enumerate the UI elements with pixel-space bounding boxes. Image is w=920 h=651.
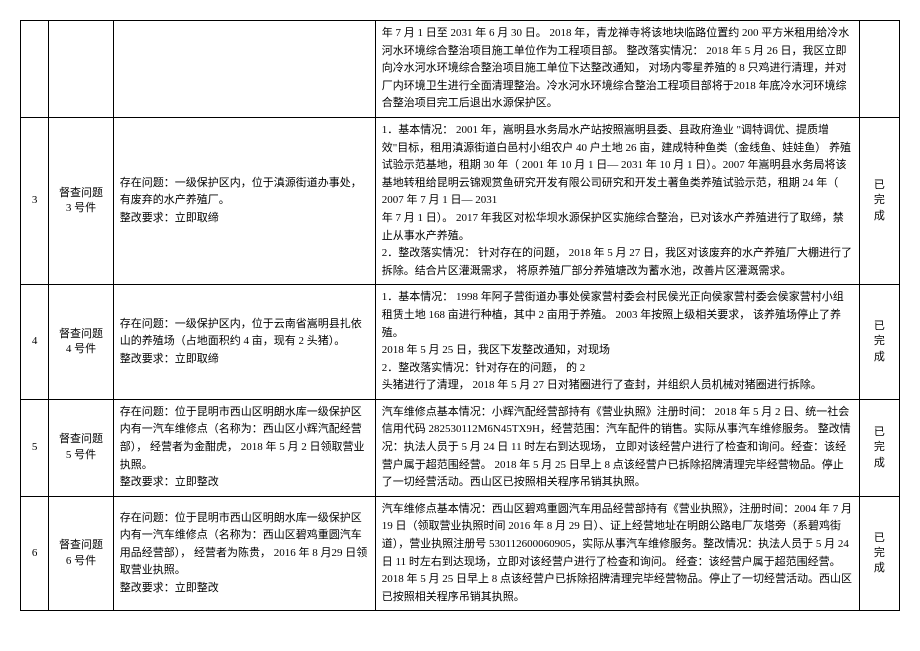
- case-label: 督查问题3 号件: [49, 117, 114, 284]
- case-label-text: 督查问题6 号件: [55, 538, 107, 569]
- detail-cell: 年 7 月 1 日至 2031 年 6 月 30 日。 2018 年，青龙禅寺将…: [375, 21, 859, 118]
- case-label-text: 督查问题5 号件: [55, 432, 107, 463]
- issue-cell: [113, 21, 375, 118]
- table-row: 4督查问题4 号件存在问题：一级保护区内，位于云南省嵩明县扎依山的养殖场（占地面…: [21, 285, 900, 400]
- case-label: 督查问题6 号件: [49, 496, 114, 611]
- status-cell: [859, 21, 899, 118]
- status-text: 已完成: [866, 178, 893, 224]
- row-index: 3: [21, 117, 49, 284]
- case-label-text: 督查问题3 号件: [55, 186, 107, 217]
- issue-cell: 存在问题：位于昆明市西山区明朗水库一级保护区内有一汽车维修点（名称为：西山区小辉…: [113, 399, 375, 496]
- table-row: 6督查问题6 号件存在问题：位于昆明市西山区明朗水库一级保护区内有一汽车维修点（…: [21, 496, 900, 611]
- status-cell: 已完成: [859, 285, 899, 400]
- table-row: 3督查问题3 号件存在问题：一级保护区内，位于滇源街道办事处，有废弃的水产养殖厂…: [21, 117, 900, 284]
- status-cell: 已完成: [859, 117, 899, 284]
- row-index: 6: [21, 496, 49, 611]
- status-cell: 已完成: [859, 399, 899, 496]
- row-index: 4: [21, 285, 49, 400]
- inspection-table: 年 7 月 1 日至 2031 年 6 月 30 日。 2018 年，青龙禅寺将…: [20, 20, 900, 611]
- table-row: 年 7 月 1 日至 2031 年 6 月 30 日。 2018 年，青龙禅寺将…: [21, 21, 900, 118]
- issue-cell: 存在问题：一级保护区内，位于滇源街道办事处，有废弃的水产养殖厂。整改要求：立即取…: [113, 117, 375, 284]
- row-index: 5: [21, 399, 49, 496]
- detail-cell: 1．基本情况： 2001 年，嵩明县水务局水产站按照嵩明县委、县政府渔业 "调特…: [375, 117, 859, 284]
- status-text: 已完成: [866, 425, 893, 471]
- detail-cell: 1．基本情况： 1998 年阿子营街道办事处侯家营村委会村民侯光正向侯家营村委会…: [375, 285, 859, 400]
- row-index: [21, 21, 49, 118]
- table-row: 5督查问题5 号件存在问题：位于昆明市西山区明朗水库一级保护区内有一汽车维修点（…: [21, 399, 900, 496]
- detail-cell: 汽车维修点基本情况：小辉汽配经营部持有《营业执照》注册时间： 2018 年 5 …: [375, 399, 859, 496]
- status-text: 已完成: [866, 319, 893, 365]
- detail-cell: 汽车维修点基本情况：西山区碧鸡重圆汽车用品经营部持有《营业执照》，注册时间：20…: [375, 496, 859, 611]
- status-text: 已完成: [866, 531, 893, 577]
- case-label: 督查问题4 号件: [49, 285, 114, 400]
- case-label: 督查问题5 号件: [49, 399, 114, 496]
- status-cell: 已完成: [859, 496, 899, 611]
- issue-cell: 存在问题：一级保护区内，位于云南省嵩明县扎依山的养殖场（占地面积约 4 亩，现有…: [113, 285, 375, 400]
- case-label: [49, 21, 114, 118]
- case-label-text: 督查问题4 号件: [55, 327, 107, 358]
- issue-cell: 存在问题：位于昆明市西山区明朗水库一级保护区内有一汽车维修点（名称为：西山区碧鸡…: [113, 496, 375, 611]
